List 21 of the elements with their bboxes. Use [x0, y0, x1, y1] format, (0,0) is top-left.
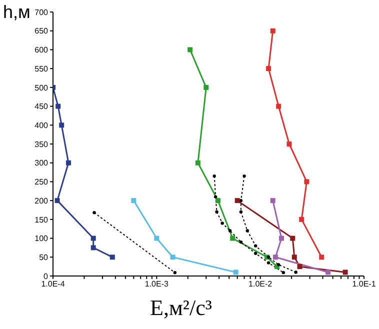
y-tick-label: 700 — [34, 8, 49, 17]
y-tick-label: 0 — [44, 272, 49, 281]
y-tick-label: 450 — [34, 102, 49, 112]
y-tick-label: 100 — [34, 234, 49, 244]
y-tick-label: 300 — [34, 158, 49, 168]
x-axis-title: E,м²/с³ — [150, 295, 212, 321]
y-tick-label: 50 — [39, 252, 49, 262]
y-tick-label: 350 — [34, 140, 49, 149]
x-tick-label: 1.0E-1 — [352, 280, 376, 289]
y-tick-label: 400 — [34, 120, 49, 130]
y-tick-label: 600 — [34, 46, 49, 55]
y-tick-label: 550 — [34, 64, 49, 74]
y-tick-label: 650 — [34, 26, 49, 36]
y-tick-label: 500 — [34, 83, 49, 92]
y-tick-label: 200 — [34, 196, 49, 206]
y-tick-label: 150 — [34, 215, 49, 224]
y-axis-title: h,м — [3, 2, 30, 23]
x-tick-label: 1.0E-4 — [41, 280, 66, 289]
x-tick-label: 1.0E-2 — [248, 280, 273, 289]
y-tick-label: 250 — [34, 178, 49, 187]
x-tick-label: 1.0E-3 — [144, 280, 169, 289]
